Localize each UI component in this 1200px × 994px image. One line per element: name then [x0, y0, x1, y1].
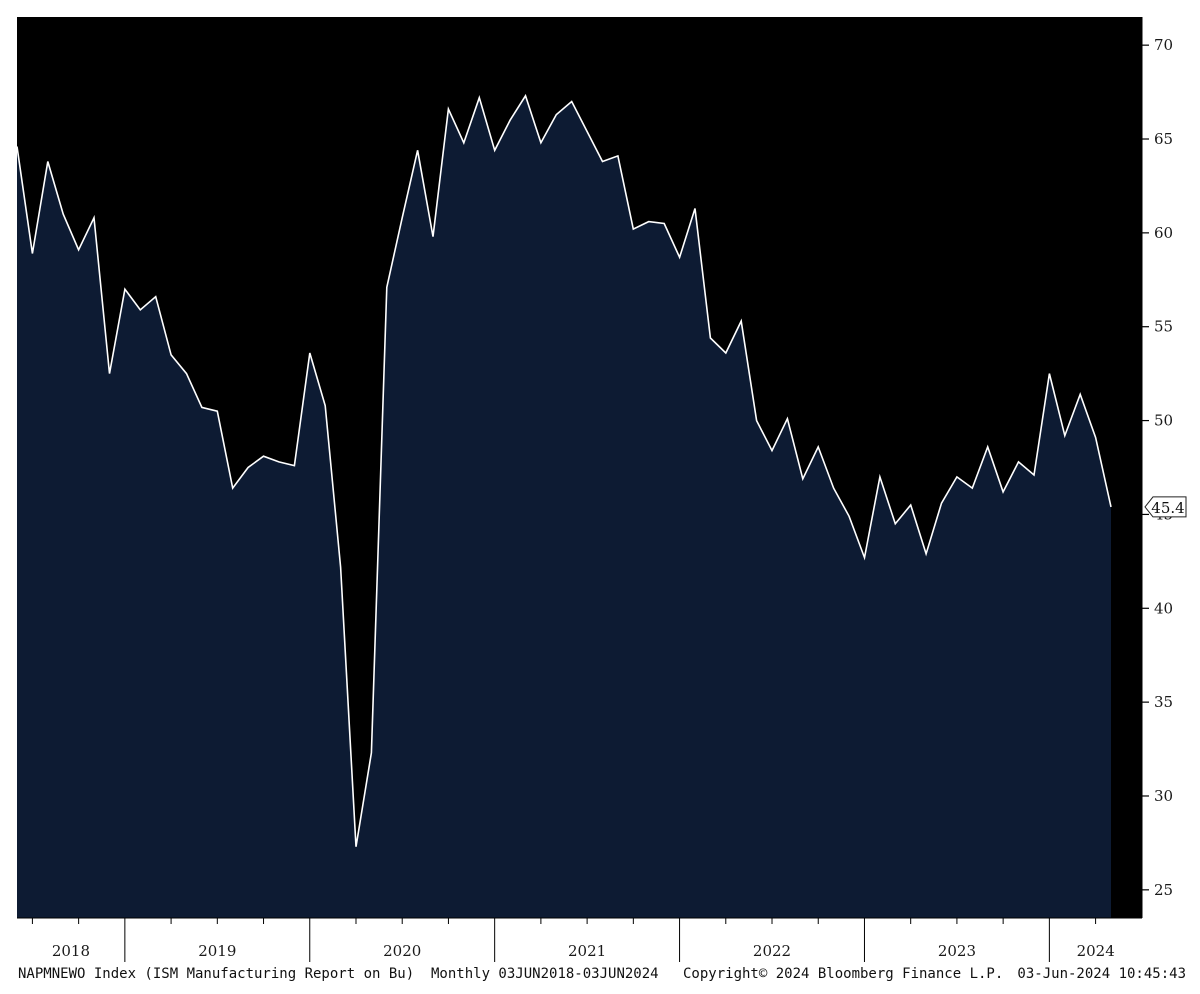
x-year-label: 2021 — [568, 942, 606, 960]
series-area — [17, 95, 1111, 919]
area-layer — [17, 95, 1111, 919]
x-year-label: 2023 — [938, 942, 976, 960]
y-tick-label: 70 — [1154, 36, 1173, 54]
y-tick-label: 50 — [1154, 412, 1173, 430]
x-axis: 2018 2019 2020 2021 2022 2023 2024 — [17, 917, 1142, 962]
footer-right: 03-Jun-2024 10:45:43 — [1017, 966, 1186, 982]
line-layer — [16, 93, 1112, 847]
footer: NAPMNEWO Index (ISM Manufacturing Report… — [18, 966, 1186, 982]
footer-center: Copyright© 2024 Bloomberg Finance L.P. — [683, 966, 1003, 982]
y-axis: 25303540455055606570 — [1141, 17, 1173, 918]
footer-left: NAPMNEWO Index (ISM Manufacturing Report… — [18, 966, 659, 982]
x-year-label: 2024 — [1077, 942, 1115, 960]
y-tick-label: 60 — [1154, 224, 1173, 242]
y-tick-label: 30 — [1154, 787, 1173, 805]
last-value-label: 45.4 — [1151, 499, 1184, 517]
x-year-label: 2019 — [198, 942, 236, 960]
series-line — [16, 93, 1112, 847]
x-year-label: 2020 — [383, 942, 421, 960]
y-tick-label: 40 — [1154, 599, 1173, 617]
y-tick-label: 25 — [1154, 881, 1173, 899]
x-year-label: 2022 — [753, 942, 791, 960]
last-value-flag — [1144, 496, 1187, 518]
y-tick-label: 55 — [1154, 318, 1173, 336]
last-value-marker: 45.4 — [1144, 496, 1187, 518]
y-tick-label: 35 — [1154, 693, 1173, 711]
x-year-label: 2018 — [52, 942, 90, 960]
y-tick-label: 65 — [1154, 130, 1173, 148]
